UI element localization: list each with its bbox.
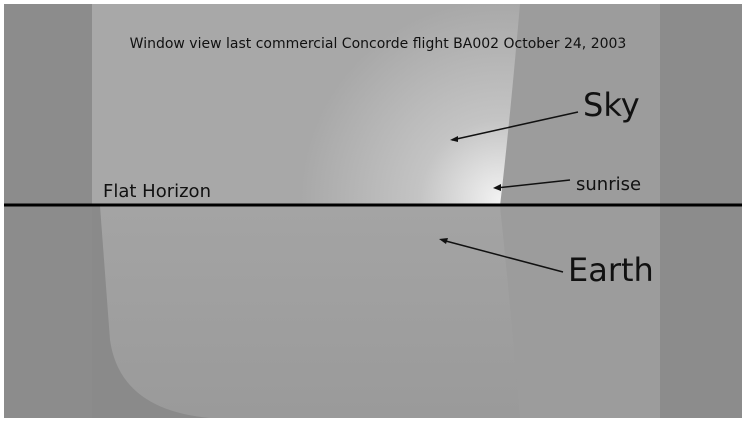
window-edge <box>500 4 660 418</box>
sky-label: Sky <box>583 86 640 124</box>
horizon-label: Flat Horizon <box>103 181 211 202</box>
earth-label: Earth <box>568 251 654 289</box>
annotated-photo: Window view last commercial Concorde fli… <box>0 0 746 422</box>
caption: Window view last commercial Concorde fli… <box>130 36 627 52</box>
sunrise-label: sunrise <box>576 174 641 195</box>
